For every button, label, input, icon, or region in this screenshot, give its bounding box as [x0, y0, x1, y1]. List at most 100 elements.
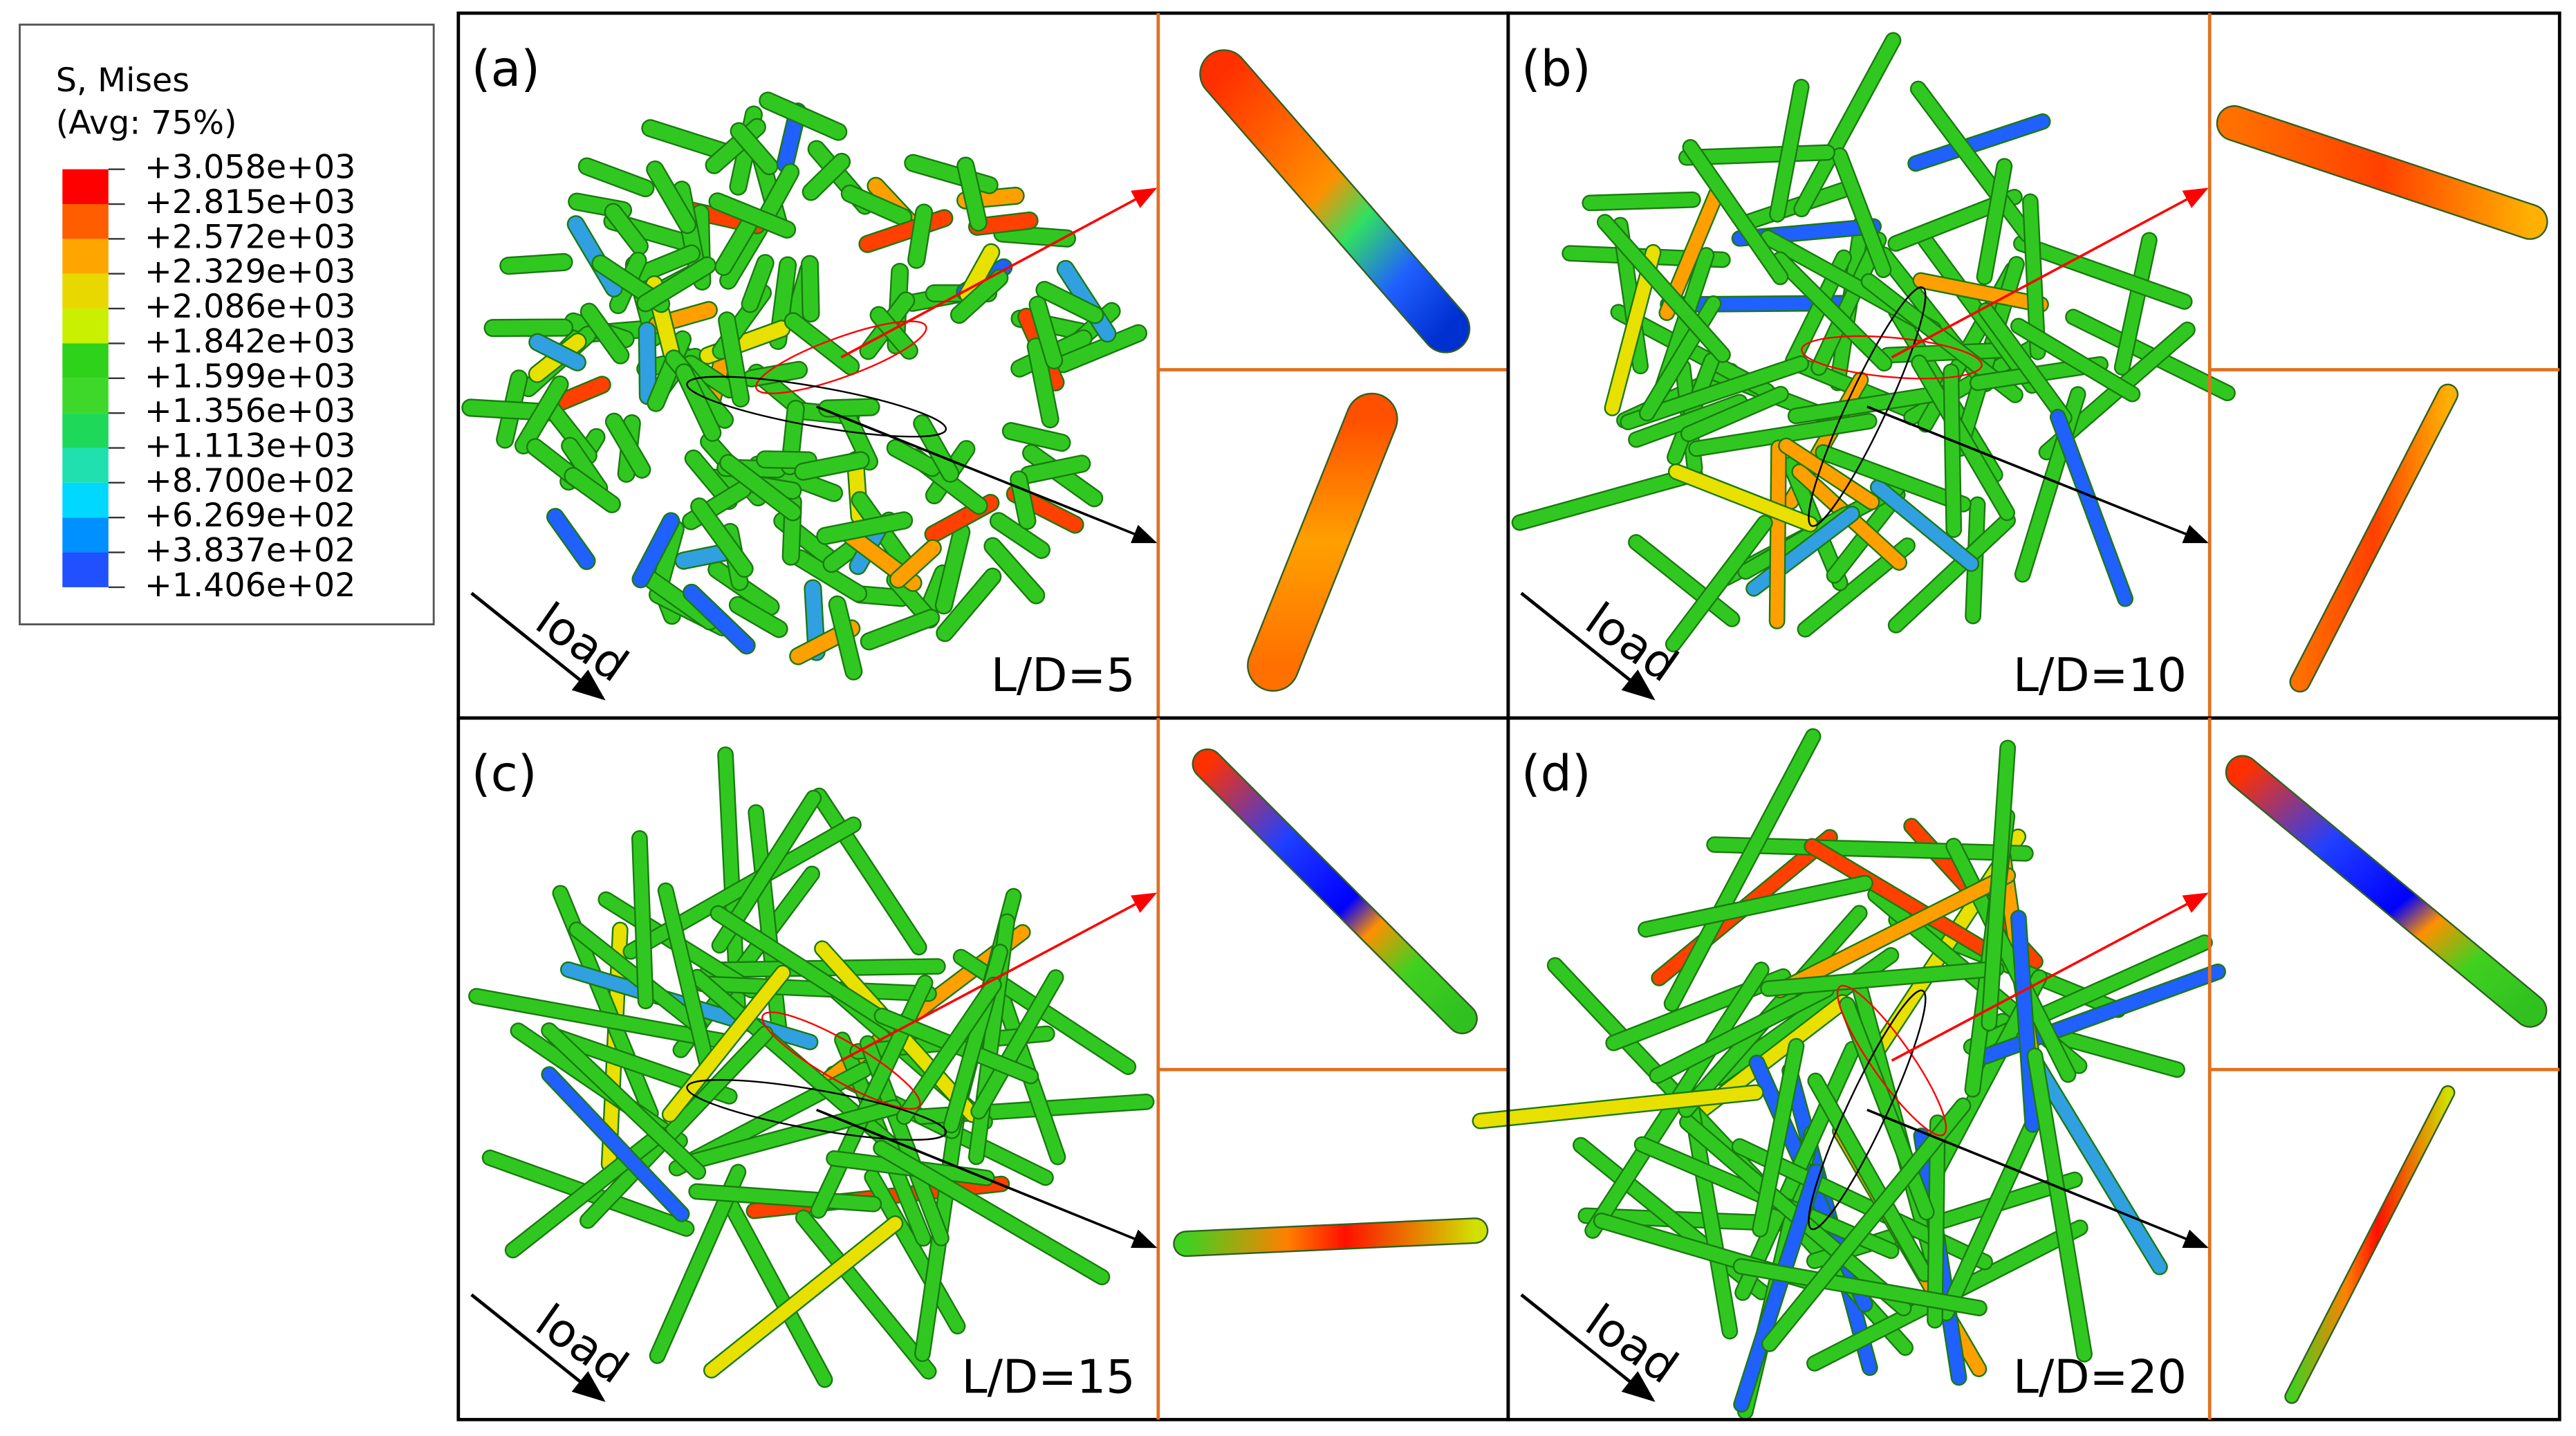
- fiber: [744, 362, 806, 386]
- fiber: [719, 313, 748, 406]
- fiber: [1629, 395, 1747, 447]
- fiber: [651, 1165, 745, 1363]
- arrow-red: [840, 187, 1158, 359]
- inset-fiber: [1201, 50, 1469, 352]
- fiber: [793, 551, 866, 601]
- panels: (a)L/D=5load(b)L/D=10load(c)L/D=15load(d…: [456, 11, 2561, 1421]
- highlight: [1836, 984, 1947, 1136]
- fiber: [1770, 441, 1786, 628]
- legend-swatch: [62, 448, 109, 483]
- fiber: [1982, 741, 2014, 1030]
- arrow-black: [1866, 405, 2209, 544]
- fiber: [1871, 481, 1978, 571]
- fiber: [819, 399, 879, 416]
- fiber: [1680, 145, 1834, 165]
- fiber: [1753, 1039, 1804, 1236]
- fiber: [1030, 297, 1062, 368]
- fiber: [817, 513, 911, 544]
- fiber: [1682, 387, 1788, 441]
- fiber: [842, 186, 911, 225]
- fiber: [937, 569, 1000, 641]
- highlight: [686, 376, 947, 438]
- fiber: [1003, 423, 1070, 450]
- fiber: [1598, 215, 1730, 362]
- fiber: [516, 377, 568, 453]
- fiber: [659, 884, 714, 1069]
- fiber: [705, 1217, 902, 1377]
- legend-label: +6.269e+02: [145, 497, 355, 535]
- legend-swatch: [62, 309, 109, 344]
- fiber: [606, 204, 647, 254]
- fiber: [862, 610, 938, 649]
- fiber: [2023, 195, 2045, 359]
- fiber: [1808, 1074, 1931, 1281]
- fiber: [1978, 159, 2011, 284]
- fiber: [542, 398, 596, 463]
- fiber: [1805, 839, 2002, 963]
- fiber: [606, 414, 650, 477]
- panel-label: (b): [1521, 40, 1591, 98]
- inset-fiber: [1193, 750, 1476, 1033]
- load-label: load: [1576, 592, 1687, 692]
- fiber: [1669, 465, 1817, 531]
- fiber: [2051, 410, 2132, 606]
- fiber: [958, 158, 986, 230]
- arrow-black: [816, 405, 1158, 544]
- legend-label: +1.356e+03: [145, 392, 355, 430]
- fiber: [1912, 356, 2014, 519]
- legend-label: +1.842e+03: [145, 322, 355, 360]
- fiber: [1928, 1116, 1945, 1327]
- arrow-black: [816, 1108, 1158, 1249]
- fiber: [633, 831, 653, 1008]
- panel: (b) L/D=10 load: [1506, 11, 2561, 720]
- fiber: [1909, 115, 2050, 170]
- fiber: [991, 513, 1049, 558]
- fiber: [580, 158, 654, 196]
- fiber: [2014, 237, 2192, 309]
- fiber: [1889, 513, 2014, 632]
- fiber: [1037, 282, 1103, 323]
- load-arrow: [1520, 1293, 1656, 1402]
- inset-fiber: [2218, 107, 2547, 239]
- fiber: [542, 1067, 689, 1221]
- highlight: [761, 1011, 921, 1110]
- fiber: [1707, 838, 2032, 860]
- fiber: [542, 1024, 705, 1179]
- fiber: [757, 165, 798, 228]
- fiber: [501, 255, 572, 273]
- fiber: [1979, 304, 2071, 425]
- arrow-red: [1891, 187, 2209, 359]
- fiber: [553, 377, 610, 409]
- fiber: [1773, 252, 1891, 370]
- fiber: [581, 1027, 772, 1228]
- fiber: [642, 120, 735, 160]
- fiber: [1689, 414, 1876, 456]
- fiber: [1761, 962, 2003, 995]
- fiber: [1629, 535, 1739, 626]
- aspect-ratio: L/D=20: [2013, 1350, 2187, 1403]
- fiber: [2012, 911, 2039, 1132]
- fiber: [721, 455, 801, 520]
- legend-label: +2.572e+03: [145, 218, 355, 256]
- fiber: [972, 970, 1063, 1119]
- fiber: [2028, 1049, 2091, 1361]
- legend-label: +8.700e+02: [145, 462, 355, 500]
- fiber: [1773, 869, 2014, 997]
- panel-label: (a): [472, 40, 540, 98]
- fiber: [485, 320, 572, 335]
- fiber: [795, 452, 869, 479]
- fiber: [638, 257, 715, 311]
- legend-subtitle: (Avg: 75%): [56, 104, 237, 142]
- arrow-black: [1866, 1108, 2209, 1249]
- fiber: [1473, 1085, 1763, 1128]
- fiber: [582, 304, 628, 363]
- fiber: [692, 499, 752, 576]
- legend-items: +3.058e+03+2.815e+03+2.572e+03+2.329e+03…: [62, 149, 355, 605]
- fiber: [506, 1127, 667, 1257]
- legend-swatch: [62, 517, 109, 553]
- legend-swatch: [62, 204, 109, 239]
- panel: (c) L/D=15 load: [456, 716, 1510, 1421]
- legend-swatch: [62, 273, 109, 309]
